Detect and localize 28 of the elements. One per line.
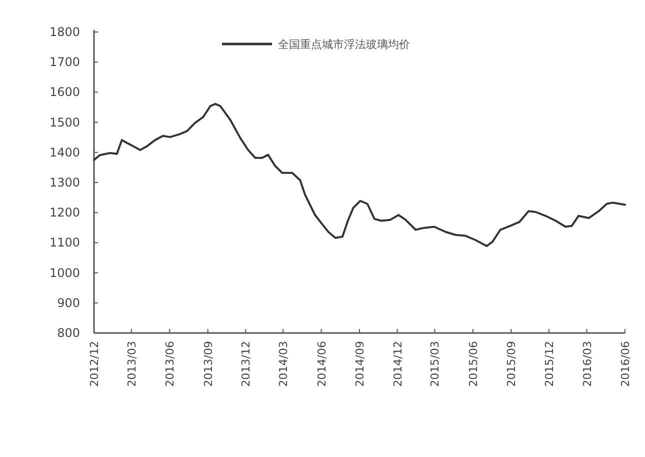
x-tick-label: 2015/06 (466, 341, 480, 387)
x-tick-label: 2014/06 (315, 341, 328, 387)
x-tick-label: 2013/12 (240, 341, 253, 387)
x-tick-label: 2016/06 (619, 341, 632, 387)
y-tick-label: 1400 (49, 145, 80, 160)
y-tick-label: 1100 (49, 236, 80, 250)
y-tick-label: 800 (57, 326, 80, 340)
y-tick-label: 1600 (49, 85, 80, 100)
x-tick-label: 2014/09 (354, 341, 366, 387)
line-series (93, 102, 626, 248)
x-tick-label: 2015/03 (428, 341, 442, 387)
y-tick-label: 1800 (49, 25, 80, 39)
x-tick-label: 2013/06 (164, 341, 177, 387)
x-tick-label: 2013/03 (125, 341, 138, 387)
x-tick-label: 2012/12 (88, 341, 101, 387)
x-tick-label: 2015/12 (542, 341, 556, 387)
y-tick-label: 1000 (49, 266, 80, 280)
x-tick-label: 2013/09 (202, 341, 215, 387)
y-tick-label: 1300 (49, 176, 80, 190)
legend-label: 全国重点城市浮法玻璃均价 (278, 38, 410, 51)
x-tick-label: 2014/03 (277, 341, 290, 387)
y-tick-label: 900 (57, 296, 80, 310)
y-tick-label: 1200 (49, 206, 80, 220)
y-tick-label: 1500 (49, 115, 80, 130)
x-tick-label: 2016/03 (580, 341, 594, 387)
y-tick-label: 1700 (49, 55, 80, 70)
x-tick-label: 2014/12 (391, 341, 404, 387)
x-tick-label: 2015/09 (505, 341, 518, 387)
